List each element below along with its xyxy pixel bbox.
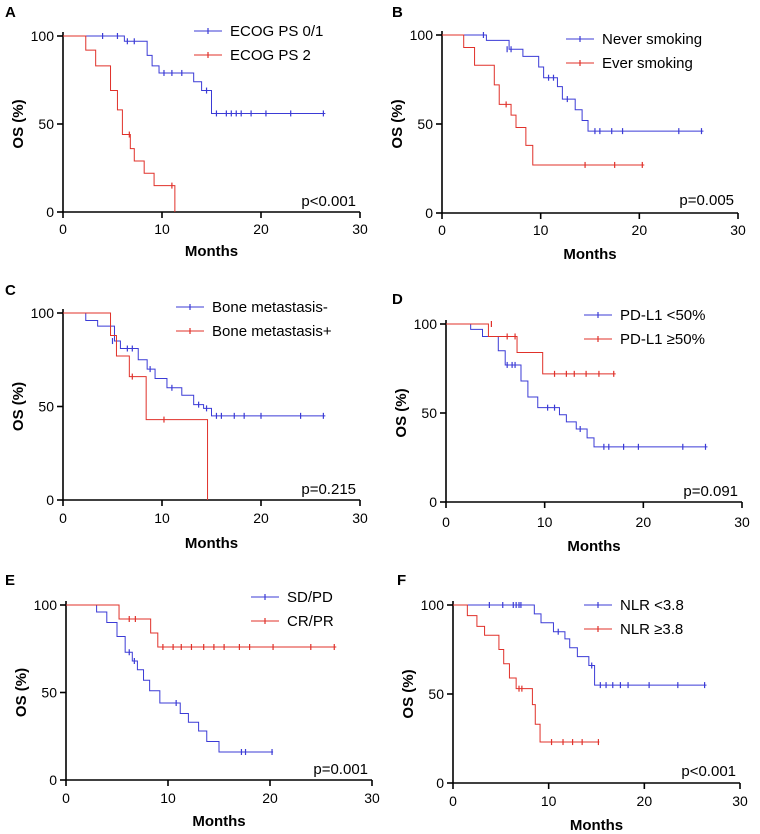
y-tick-label: 100: [421, 597, 445, 613]
x-axis-title: Months: [185, 535, 238, 552]
x-tick-label: 30: [364, 790, 380, 806]
panel-letter: C: [5, 282, 16, 299]
p-value: p=0.001: [313, 761, 368, 778]
x-tick-label: 30: [352, 510, 368, 526]
x-tick-label: 30: [352, 221, 368, 237]
p-value: p<0.001: [681, 763, 736, 780]
legend-label: PD-L1 ≥50%: [620, 331, 705, 348]
y-tick-label: 50: [421, 405, 437, 421]
x-tick-label: 0: [449, 793, 457, 809]
y-axis-title: OS (%): [13, 668, 30, 717]
panel-b: B 0 10 20 30 0 50 100 Months OS (%) Never smoking E…: [389, 4, 746, 263]
legend-label: Ever smoking: [602, 55, 693, 72]
x-tick-label: 10: [533, 222, 549, 238]
legend-label: PD-L1 <50%: [620, 307, 705, 324]
x-tick-label: 30: [732, 793, 748, 809]
y-tick-label: 0: [49, 772, 57, 788]
km-curve-blue: [442, 34, 704, 132]
y-tick-label: 0: [429, 494, 437, 510]
panel-letter: D: [392, 291, 403, 308]
legend-label: Never smoking: [602, 31, 702, 48]
x-tick-label: 10: [154, 510, 170, 526]
km-curve-red: [66, 604, 337, 648]
x-tick-label: 20: [253, 221, 269, 237]
x-axis-title: Months: [563, 246, 616, 263]
x-axis-title: Months: [192, 813, 245, 830]
legend-label: Bone metastasis+: [212, 323, 332, 340]
km-curve-red: [442, 34, 645, 166]
x-tick-label: 0: [59, 510, 67, 526]
panel-f: F 0 10 20 30 0 50 100 Months OS (%) NLR <3.8 NLR ≥3…: [397, 572, 748, 834]
panel-e: E 0 10 20 30 0 50 100 Months OS (%) SD/PD CR/PR p=0.…: [5, 572, 380, 830]
x-tick-label: 10: [541, 793, 557, 809]
x-tick-label: 20: [636, 514, 652, 530]
x-axis-title: Months: [185, 243, 238, 260]
p-value: p<0.001: [301, 193, 356, 210]
x-tick-label: 0: [62, 790, 70, 806]
panel-letter: F: [397, 572, 406, 589]
km-curve-red: [446, 323, 616, 375]
legend-label: ECOG PS 2: [230, 47, 311, 64]
p-value: p=0.005: [679, 192, 734, 209]
legend-label: Bone metastasis-: [212, 299, 328, 316]
legend-label: NLR <3.8: [620, 597, 684, 614]
panel-letter: B: [392, 4, 403, 21]
km-curve-red: [63, 312, 209, 500]
km-curve-red: [453, 604, 600, 743]
x-tick-label: 30: [730, 222, 746, 238]
km-curve-blue: [446, 323, 708, 448]
km-curve-red: [63, 35, 176, 212]
x-tick-label: 20: [253, 510, 269, 526]
panel-letter: E: [5, 572, 15, 589]
panel-a: A 0 10 20 30 0 50 100 Months OS (%) ECOG PS 0/1 ECO…: [5, 4, 368, 260]
legend-label: NLR ≥3.8: [620, 621, 683, 638]
x-tick-label: 20: [637, 793, 653, 809]
x-tick-label: 20: [262, 790, 278, 806]
y-tick-label: 0: [436, 775, 444, 791]
panel-letter: A: [5, 4, 16, 21]
y-tick-label: 0: [46, 204, 54, 220]
x-tick-label: 10: [154, 221, 170, 237]
y-axis-title: OS (%): [389, 99, 406, 148]
y-axis-title: OS (%): [400, 669, 417, 718]
x-axis-title: Months: [570, 817, 623, 834]
y-tick-label: 100: [34, 597, 58, 613]
x-axis-title: Months: [567, 538, 620, 555]
p-value: p=0.091: [683, 483, 738, 500]
y-tick-label: 50: [38, 399, 54, 415]
y-tick-label: 0: [46, 492, 54, 508]
y-axis-title: OS (%): [10, 382, 27, 431]
legend-label: CR/PR: [287, 613, 334, 630]
x-tick-label: 20: [632, 222, 648, 238]
y-axis-title: OS (%): [10, 99, 27, 148]
x-tick-label: 0: [442, 514, 450, 530]
y-tick-label: 100: [31, 305, 55, 321]
x-tick-label: 10: [537, 514, 553, 530]
p-value: p=0.215: [301, 481, 356, 498]
y-axis-title: OS (%): [393, 388, 410, 437]
km-curve-blue: [66, 604, 274, 753]
panel-d: D 0 10 20 30 0 50 100 Months OS (%) PD-L1 <50% PD-L…: [392, 291, 750, 555]
y-tick-label: 100: [414, 316, 438, 332]
panel-c: C 0 10 20 30 0 50 100 Months OS (%) Bone metastasi…: [5, 282, 368, 552]
y-tick-label: 50: [38, 116, 54, 132]
y-tick-label: 50: [417, 116, 433, 132]
km-curve-blue: [453, 604, 707, 686]
y-tick-label: 50: [41, 685, 57, 701]
x-tick-label: 0: [59, 221, 67, 237]
x-tick-label: 0: [438, 222, 446, 238]
y-tick-label: 100: [31, 28, 55, 44]
legend-label: ECOG PS 0/1: [230, 23, 323, 40]
x-tick-label: 10: [160, 790, 176, 806]
km-curve-blue: [63, 312, 326, 417]
y-tick-label: 100: [410, 27, 434, 43]
legend-label: SD/PD: [287, 589, 333, 606]
x-tick-label: 30: [734, 514, 750, 530]
y-tick-label: 50: [428, 686, 444, 702]
y-tick-label: 0: [425, 205, 433, 221]
